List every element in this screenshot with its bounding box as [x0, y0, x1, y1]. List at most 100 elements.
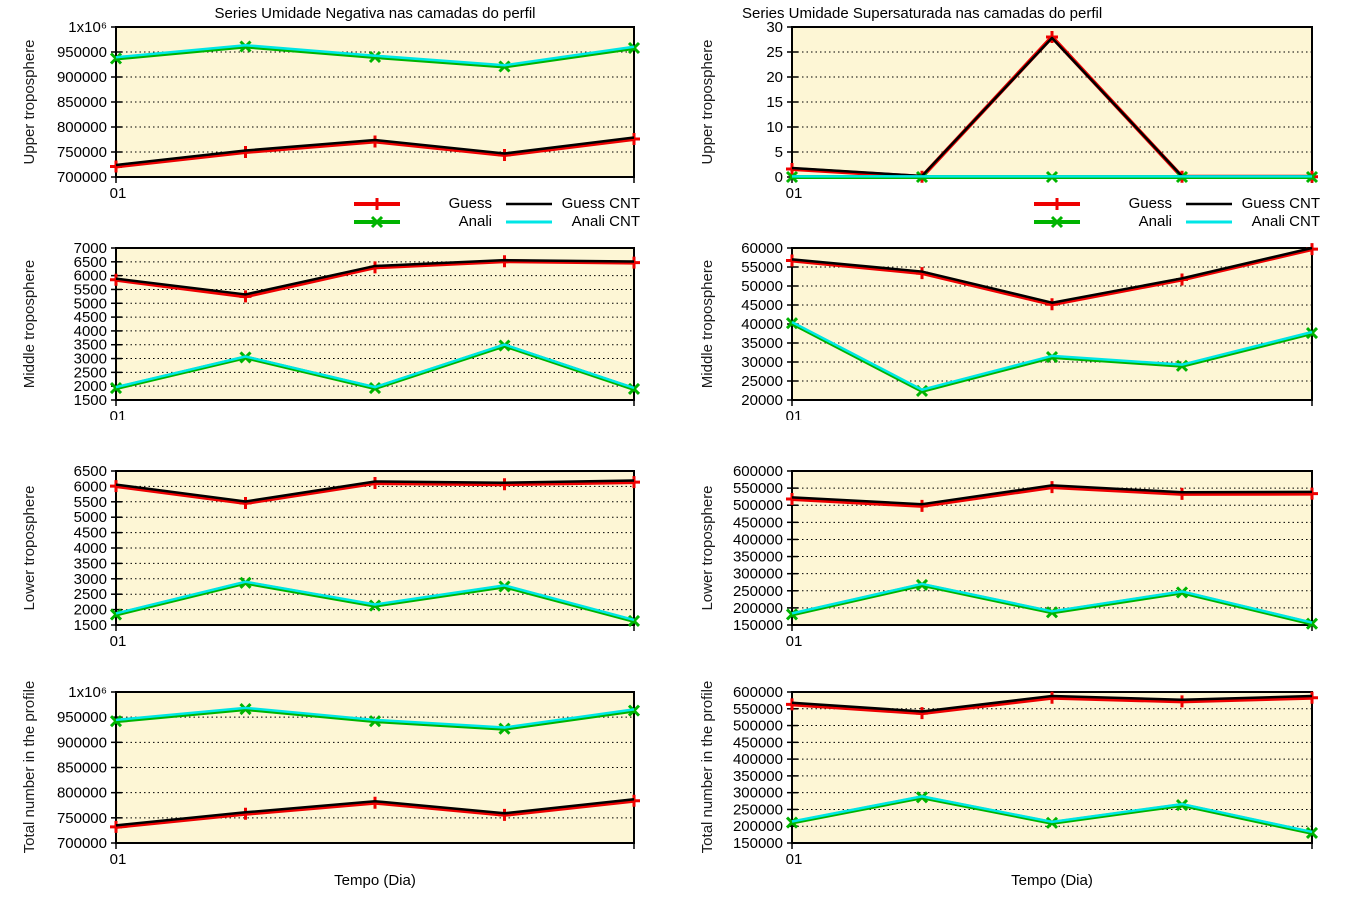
y-tick-label: 60000 — [741, 240, 783, 257]
y-tick-label: 2000 — [74, 378, 107, 395]
plus-marker — [786, 698, 798, 711]
plus-marker — [498, 478, 511, 491]
plot-negativa-middle: 1500200025003000350040004500500055006000… — [74, 240, 641, 420]
y-tick-label: 1x10⁶ — [68, 19, 107, 36]
plot-negativa-total: 700000 750000 800000 850000 900000 950000 1x10… — [57, 684, 641, 868]
legend-label-guess: Guess — [448, 195, 492, 212]
series-guess-cnt-line — [115, 479, 635, 503]
x-marker — [785, 608, 799, 621]
series-guess-cnt-line — [791, 484, 1313, 506]
plot-supersaturada-upper: 0 5 10 15 20 25 30 01 — [766, 19, 1319, 202]
y-tick-label: 40000 — [741, 316, 783, 333]
series-anali-cnt-line — [791, 582, 1313, 624]
series-anali-cnt-line — [791, 320, 1313, 391]
y-tick-label: 5500 — [74, 494, 107, 511]
y-tick-label: 300000 — [733, 785, 783, 802]
legend-label-anali: Anali — [458, 213, 492, 230]
plot-negativa-upper: 700000 750000 800000 850000 900000 950000 1x10… — [57, 19, 641, 202]
y-tick-label: 20000 — [741, 392, 783, 409]
y-tick-label: 4500 — [74, 525, 107, 542]
legend-anali-cnt-sample — [506, 220, 552, 223]
legend-guess-sample — [354, 197, 400, 210]
legend-anali-sample — [1034, 215, 1080, 228]
y-tick-label: 3500 — [74, 337, 107, 354]
y-tick-label: 5000 — [74, 295, 107, 312]
y-tick-label: 45000 — [741, 297, 783, 314]
y-tick-label: 1x10⁶ — [68, 684, 107, 701]
y-tick-label: 20 — [766, 69, 783, 86]
legend-row: Anali Anali CNT — [352, 213, 640, 230]
plus-marker — [1176, 695, 1188, 708]
plus-marker — [1306, 691, 1318, 704]
y-tick-label: 5500 — [74, 281, 107, 298]
series-guess-cnt-line — [115, 136, 635, 167]
y-tick-label: 2000 — [74, 602, 107, 619]
plus-marker — [1306, 487, 1318, 500]
y-tick-label: 150000 — [733, 617, 783, 634]
x-marker — [1305, 826, 1319, 839]
y-tick-label: 30 — [766, 19, 783, 36]
y-tick-label: 10 — [766, 119, 783, 136]
plot-supersaturada-middle: 20000 25000 30000 35000 40000 45000 50000 55000… — [741, 240, 1319, 420]
series-guess-cnt-line — [115, 797, 635, 827]
plus-marker — [498, 149, 511, 161]
legend-label-guess-cnt: Guess CNT — [1241, 195, 1320, 212]
x-tick-label: 01 — [110, 633, 127, 650]
plus-marker — [239, 290, 252, 303]
x-marker — [109, 608, 123, 621]
x-marker — [109, 715, 123, 728]
plus-marker — [498, 808, 511, 821]
y-tick-label: 500000 — [733, 718, 783, 735]
y-tick-label: 850000 — [57, 94, 107, 111]
y-tick-label: 3500 — [74, 555, 107, 572]
x-axis-label: Tempo (Dia) — [1011, 872, 1093, 889]
y-tick-label: 4000 — [74, 540, 107, 557]
legend-row: Guess Guess CNT — [352, 195, 640, 212]
y-tick-label: 0 — [775, 169, 783, 186]
y-tick-label: 700000 — [57, 835, 107, 852]
y-tick-label: 50000 — [741, 278, 783, 295]
y-tick-label: 2500 — [74, 364, 107, 381]
y-tick-label: 200000 — [733, 600, 783, 617]
y-tick-label: 6000 — [74, 268, 107, 285]
y-tick-label: 950000 — [57, 709, 107, 726]
y-tick-label: 900000 — [57, 69, 107, 86]
plus-marker — [628, 476, 640, 489]
y-tick-label: 600000 — [733, 684, 783, 701]
series-anali-cnt-line — [115, 343, 635, 390]
y-tick-label: 900000 — [57, 734, 107, 751]
y-tick-label: 3000 — [74, 351, 107, 368]
x-marker — [239, 703, 252, 716]
y-tick-label: 250000 — [733, 801, 783, 818]
series-guess-cnt-line — [115, 258, 635, 296]
y-tick-label: 950000 — [57, 44, 107, 61]
y-tick-label: 750000 — [57, 810, 107, 827]
x-tick-label: 01 — [786, 408, 803, 420]
x-tick-label: 01 — [110, 185, 127, 202]
y-tick-label: 450000 — [733, 514, 783, 531]
legend-anali-cnt-sample — [1186, 220, 1232, 223]
plus-marker — [1176, 487, 1188, 500]
series-anali-cnt-line — [115, 580, 635, 622]
x-marker — [627, 614, 641, 628]
legend-label-guess: Guess — [1128, 195, 1172, 212]
x-tick-label: 01 — [786, 633, 803, 650]
y-tick-label: 750000 — [57, 144, 107, 161]
plot-supersaturada-lower: 1500002000002500003000003500004000004500… — [733, 463, 1319, 650]
x-marker — [368, 715, 382, 728]
column-title-supersaturada: Series Umidade Supersaturada nas camadas… — [742, 5, 1103, 22]
y-tick-label: 450000 — [733, 734, 783, 751]
legend-anali-sample — [354, 215, 400, 228]
y-tick-label: 6500 — [74, 463, 107, 480]
series-guess-cnt-line — [791, 246, 1313, 304]
y-tick-label: 2500 — [74, 586, 107, 603]
y-tick-label: 800000 — [57, 119, 107, 136]
x-tick-label: 01 — [110, 851, 127, 868]
legend-row: Guess Guess CNT — [1032, 195, 1320, 212]
plus-marker — [1046, 298, 1058, 311]
legend-row: Anali Anali CNT — [1032, 213, 1320, 230]
y-tick-label: 30000 — [741, 354, 783, 371]
y-tick-label: 4000 — [74, 323, 107, 340]
series-anali-cnt-line — [791, 795, 1313, 834]
